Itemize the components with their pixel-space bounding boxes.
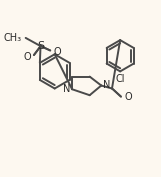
Text: N: N <box>63 84 71 94</box>
Text: O: O <box>125 92 132 102</box>
Text: O: O <box>23 52 31 62</box>
Text: S: S <box>37 41 44 51</box>
Text: CH₃: CH₃ <box>3 33 21 43</box>
Text: O: O <box>53 47 61 57</box>
Text: N: N <box>103 80 110 90</box>
Text: Cl: Cl <box>115 74 125 84</box>
